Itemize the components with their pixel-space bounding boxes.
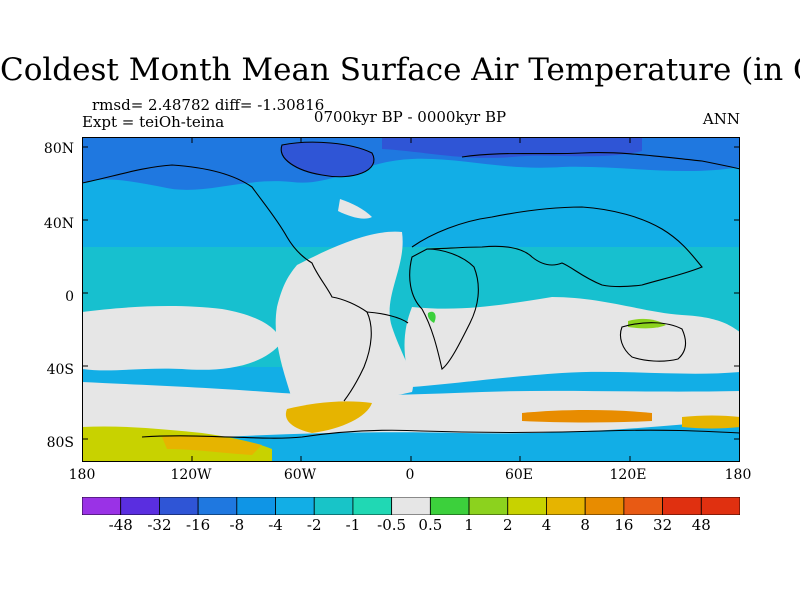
atlantic-neutral-region bbox=[275, 231, 413, 403]
colorbar-cell bbox=[352, 497, 393, 515]
colorbar-label: -32 bbox=[147, 516, 172, 534]
lat-label: 80N bbox=[43, 141, 74, 157]
north-atlantic-neutral-patch bbox=[338, 199, 372, 219]
greenland-cold-region bbox=[281, 142, 374, 177]
colorbar-label: 48 bbox=[691, 516, 711, 534]
lon-label: 0 bbox=[405, 467, 415, 483]
southern-ocean-neutral-region bbox=[82, 382, 740, 438]
antarctic-warm-anomaly-core bbox=[162, 435, 262, 455]
colorbar-label: 0.5 bbox=[418, 516, 443, 534]
colorbar-label: 32 bbox=[653, 516, 673, 534]
period-label: 0700kyr BP - 0000kyr BP bbox=[313, 108, 507, 126]
colorbar-cell bbox=[468, 497, 509, 515]
colorbar-cell bbox=[662, 497, 702, 515]
colorbar-cell bbox=[700, 497, 740, 515]
map-ticks bbox=[82, 137, 740, 462]
colorbar-cell bbox=[159, 497, 199, 515]
lon-label: 180 bbox=[724, 467, 752, 483]
ross-warm-band bbox=[682, 415, 740, 429]
stats-label: rmsd= 2.48782 diff= -1.30816 bbox=[92, 96, 325, 114]
temperature-map bbox=[82, 137, 740, 462]
weddell-warm-anomaly bbox=[285, 401, 372, 433]
east-antarctic-warm-band bbox=[522, 410, 652, 423]
lat-label: 40S bbox=[46, 362, 74, 378]
colorbar-label: -8 bbox=[229, 516, 245, 534]
lon-label: 120W bbox=[170, 467, 212, 483]
colorbar-cell bbox=[391, 497, 431, 515]
lon-label: 120E bbox=[609, 467, 647, 483]
colorbar-cell bbox=[82, 497, 122, 515]
colorbar-label: -16 bbox=[186, 516, 211, 534]
colorbar-label: 16 bbox=[614, 516, 634, 534]
lat-label: 40N bbox=[43, 216, 74, 232]
colorbar-cell bbox=[275, 497, 315, 515]
colorbar-cell bbox=[584, 497, 625, 515]
colorbar-cell bbox=[623, 497, 663, 515]
colorbar-label: 8 bbox=[580, 516, 590, 534]
colorbar-label: 2 bbox=[502, 516, 513, 534]
lon-label: 60E bbox=[504, 467, 534, 483]
coastlines bbox=[82, 141, 740, 439]
colorbar-cell bbox=[546, 497, 586, 515]
colorbar-label: 1 bbox=[464, 516, 474, 534]
colorbar-cell bbox=[313, 497, 354, 515]
australia-warm-patch bbox=[628, 318, 666, 329]
lat-label: 80S bbox=[46, 435, 74, 451]
africa-warm-patch bbox=[427, 311, 436, 323]
colorbar-cell bbox=[507, 497, 547, 515]
colorbar-cell bbox=[429, 497, 470, 515]
colorbar-label: -0.5 bbox=[377, 516, 407, 534]
colorbar-label: -48 bbox=[108, 516, 133, 534]
colorbar-label: -1 bbox=[345, 516, 361, 534]
figure-title: Coldest Month Mean Surface Air Temperatu… bbox=[0, 52, 800, 88]
colorbar bbox=[82, 497, 740, 515]
lon-label: 60W bbox=[283, 467, 317, 483]
colorbar-cell bbox=[236, 497, 276, 515]
lat-label: 0 bbox=[65, 289, 74, 305]
south-pacific-neutral-region bbox=[82, 305, 282, 371]
colorbar-label: -2 bbox=[306, 516, 322, 534]
colorbar-cell bbox=[120, 497, 160, 515]
indian-ocean-neutral-region bbox=[404, 297, 740, 387]
colorbar-label: -4 bbox=[268, 516, 283, 534]
lon-label: 180 bbox=[68, 467, 96, 483]
colorbar-label: 4 bbox=[541, 516, 552, 534]
colorbar-cell bbox=[197, 497, 238, 515]
season-label: ANN bbox=[702, 110, 740, 128]
experiment-label: Expt = teiOh-teina bbox=[82, 113, 225, 131]
